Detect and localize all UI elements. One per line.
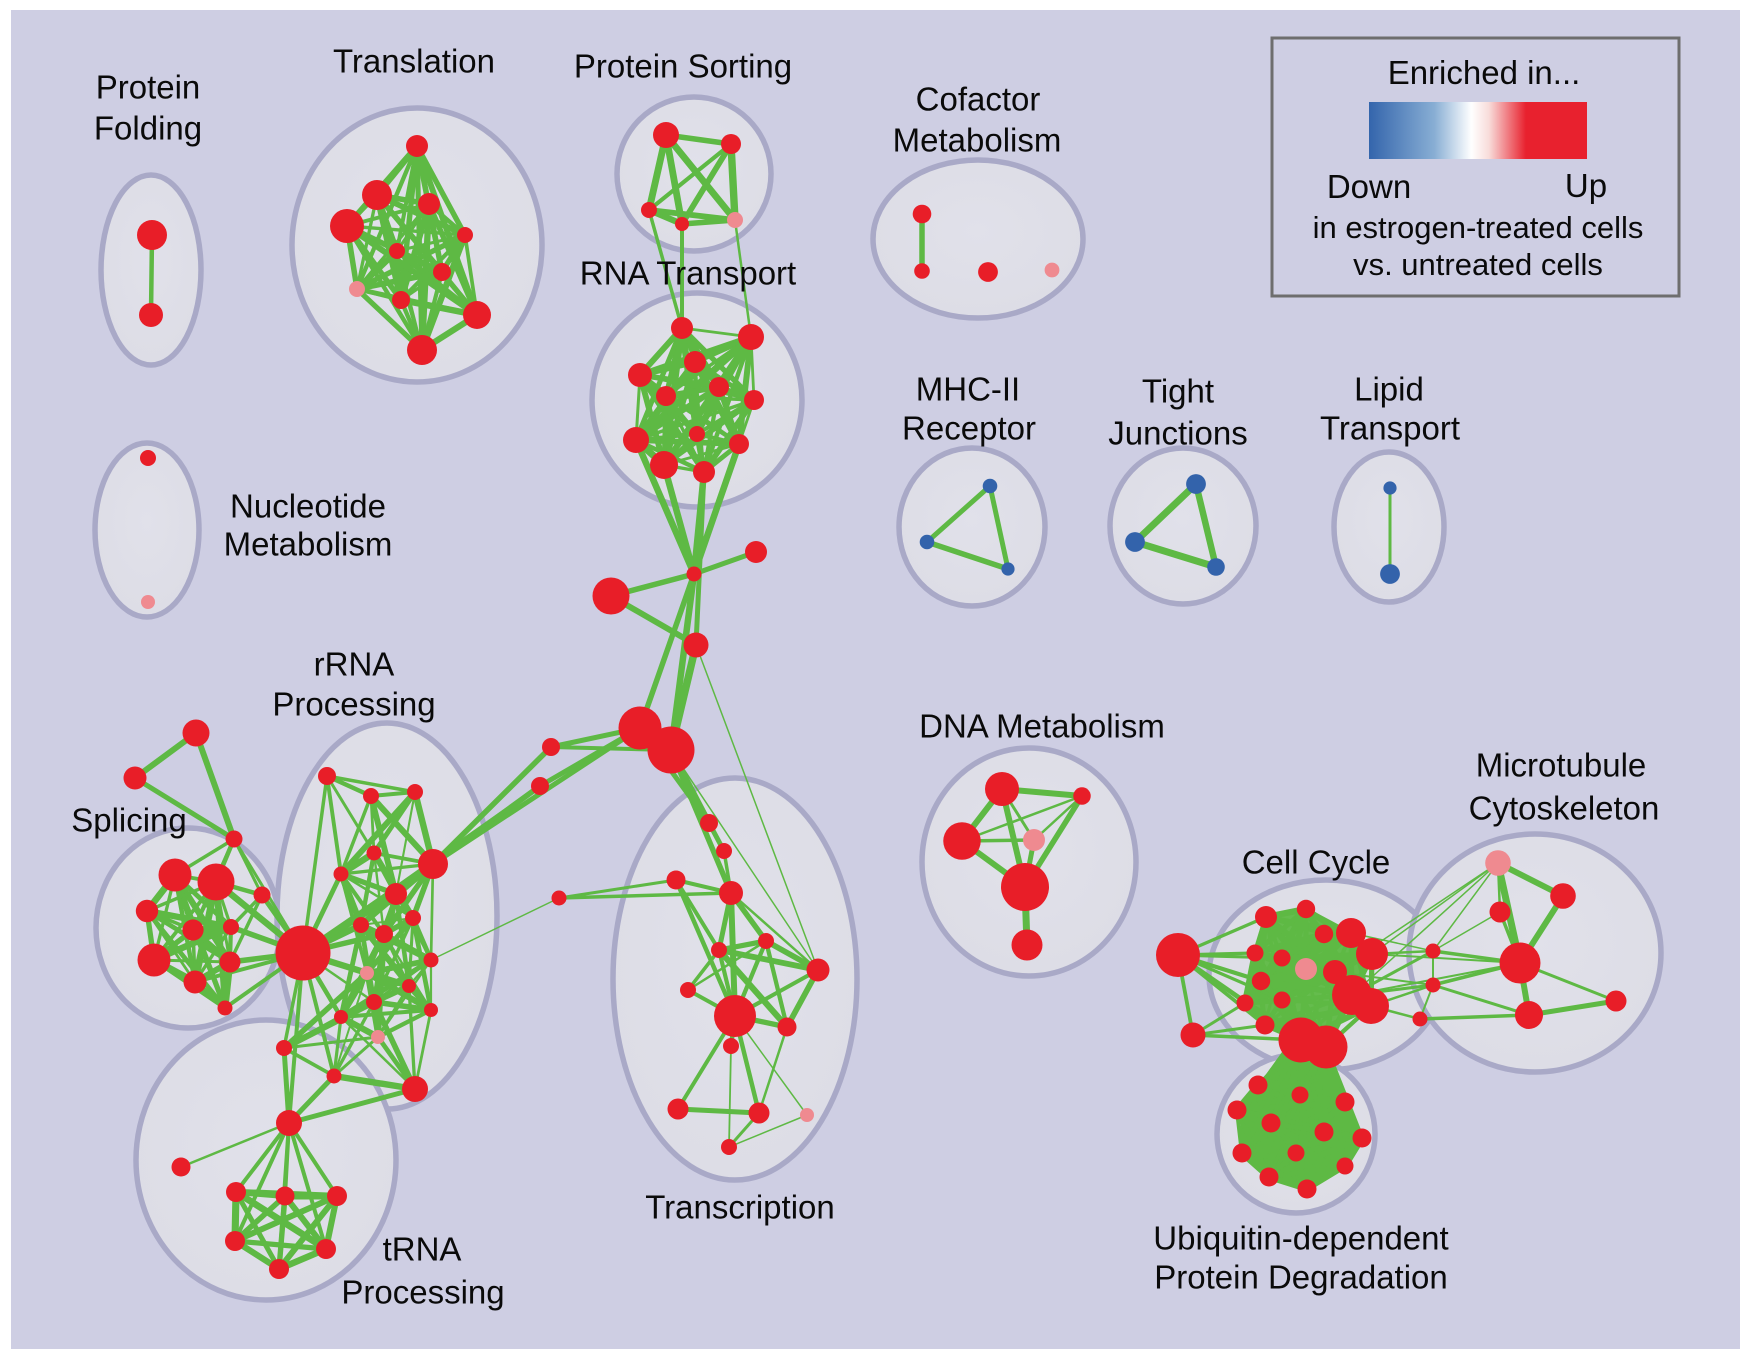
svg-text:Down: Down bbox=[1327, 168, 1411, 205]
svg-text:Translation: Translation bbox=[333, 43, 495, 80]
svg-text:vs. untreated cells: vs. untreated cells bbox=[1353, 247, 1603, 282]
svg-text:MHC-II: MHC-II bbox=[916, 371, 1020, 408]
svg-text:Junctions: Junctions bbox=[1108, 415, 1247, 452]
svg-text:Ubiquitin-dependent: Ubiquitin-dependent bbox=[1153, 1220, 1448, 1257]
svg-text:Protein Degradation: Protein Degradation bbox=[1154, 1259, 1448, 1296]
svg-text:DNA Metabolism: DNA Metabolism bbox=[919, 708, 1165, 745]
svg-text:Enriched in...: Enriched in... bbox=[1388, 54, 1581, 91]
svg-text:Cell Cycle: Cell Cycle bbox=[1242, 844, 1391, 881]
svg-text:Metabolism: Metabolism bbox=[893, 122, 1062, 159]
svg-text:Cytoskeleton: Cytoskeleton bbox=[1469, 790, 1660, 827]
svg-text:in estrogen-treated cells: in estrogen-treated cells bbox=[1313, 210, 1644, 245]
svg-text:Lipid: Lipid bbox=[1354, 371, 1424, 408]
svg-text:RNA Transport: RNA Transport bbox=[580, 255, 796, 292]
svg-text:Processing: Processing bbox=[341, 1274, 504, 1311]
svg-text:Splicing: Splicing bbox=[71, 802, 187, 839]
svg-text:Tight: Tight bbox=[1142, 373, 1214, 410]
svg-text:Folding: Folding bbox=[94, 110, 202, 147]
svg-text:tRNA: tRNA bbox=[383, 1231, 462, 1268]
svg-text:Up: Up bbox=[1565, 167, 1607, 204]
svg-text:Transport: Transport bbox=[1320, 410, 1460, 447]
svg-text:Processing: Processing bbox=[272, 686, 435, 723]
svg-text:Nucleotide: Nucleotide bbox=[230, 488, 386, 525]
svg-text:Protein: Protein bbox=[96, 69, 201, 106]
svg-text:Cofactor: Cofactor bbox=[916, 81, 1041, 118]
svg-text:Metabolism: Metabolism bbox=[224, 526, 393, 563]
svg-text:rRNA: rRNA bbox=[314, 646, 395, 683]
svg-text:Transcription: Transcription bbox=[645, 1189, 835, 1226]
svg-text:Protein Sorting: Protein Sorting bbox=[574, 48, 792, 85]
svg-text:Microtubule: Microtubule bbox=[1476, 747, 1647, 784]
svg-text:Receptor: Receptor bbox=[902, 410, 1036, 447]
